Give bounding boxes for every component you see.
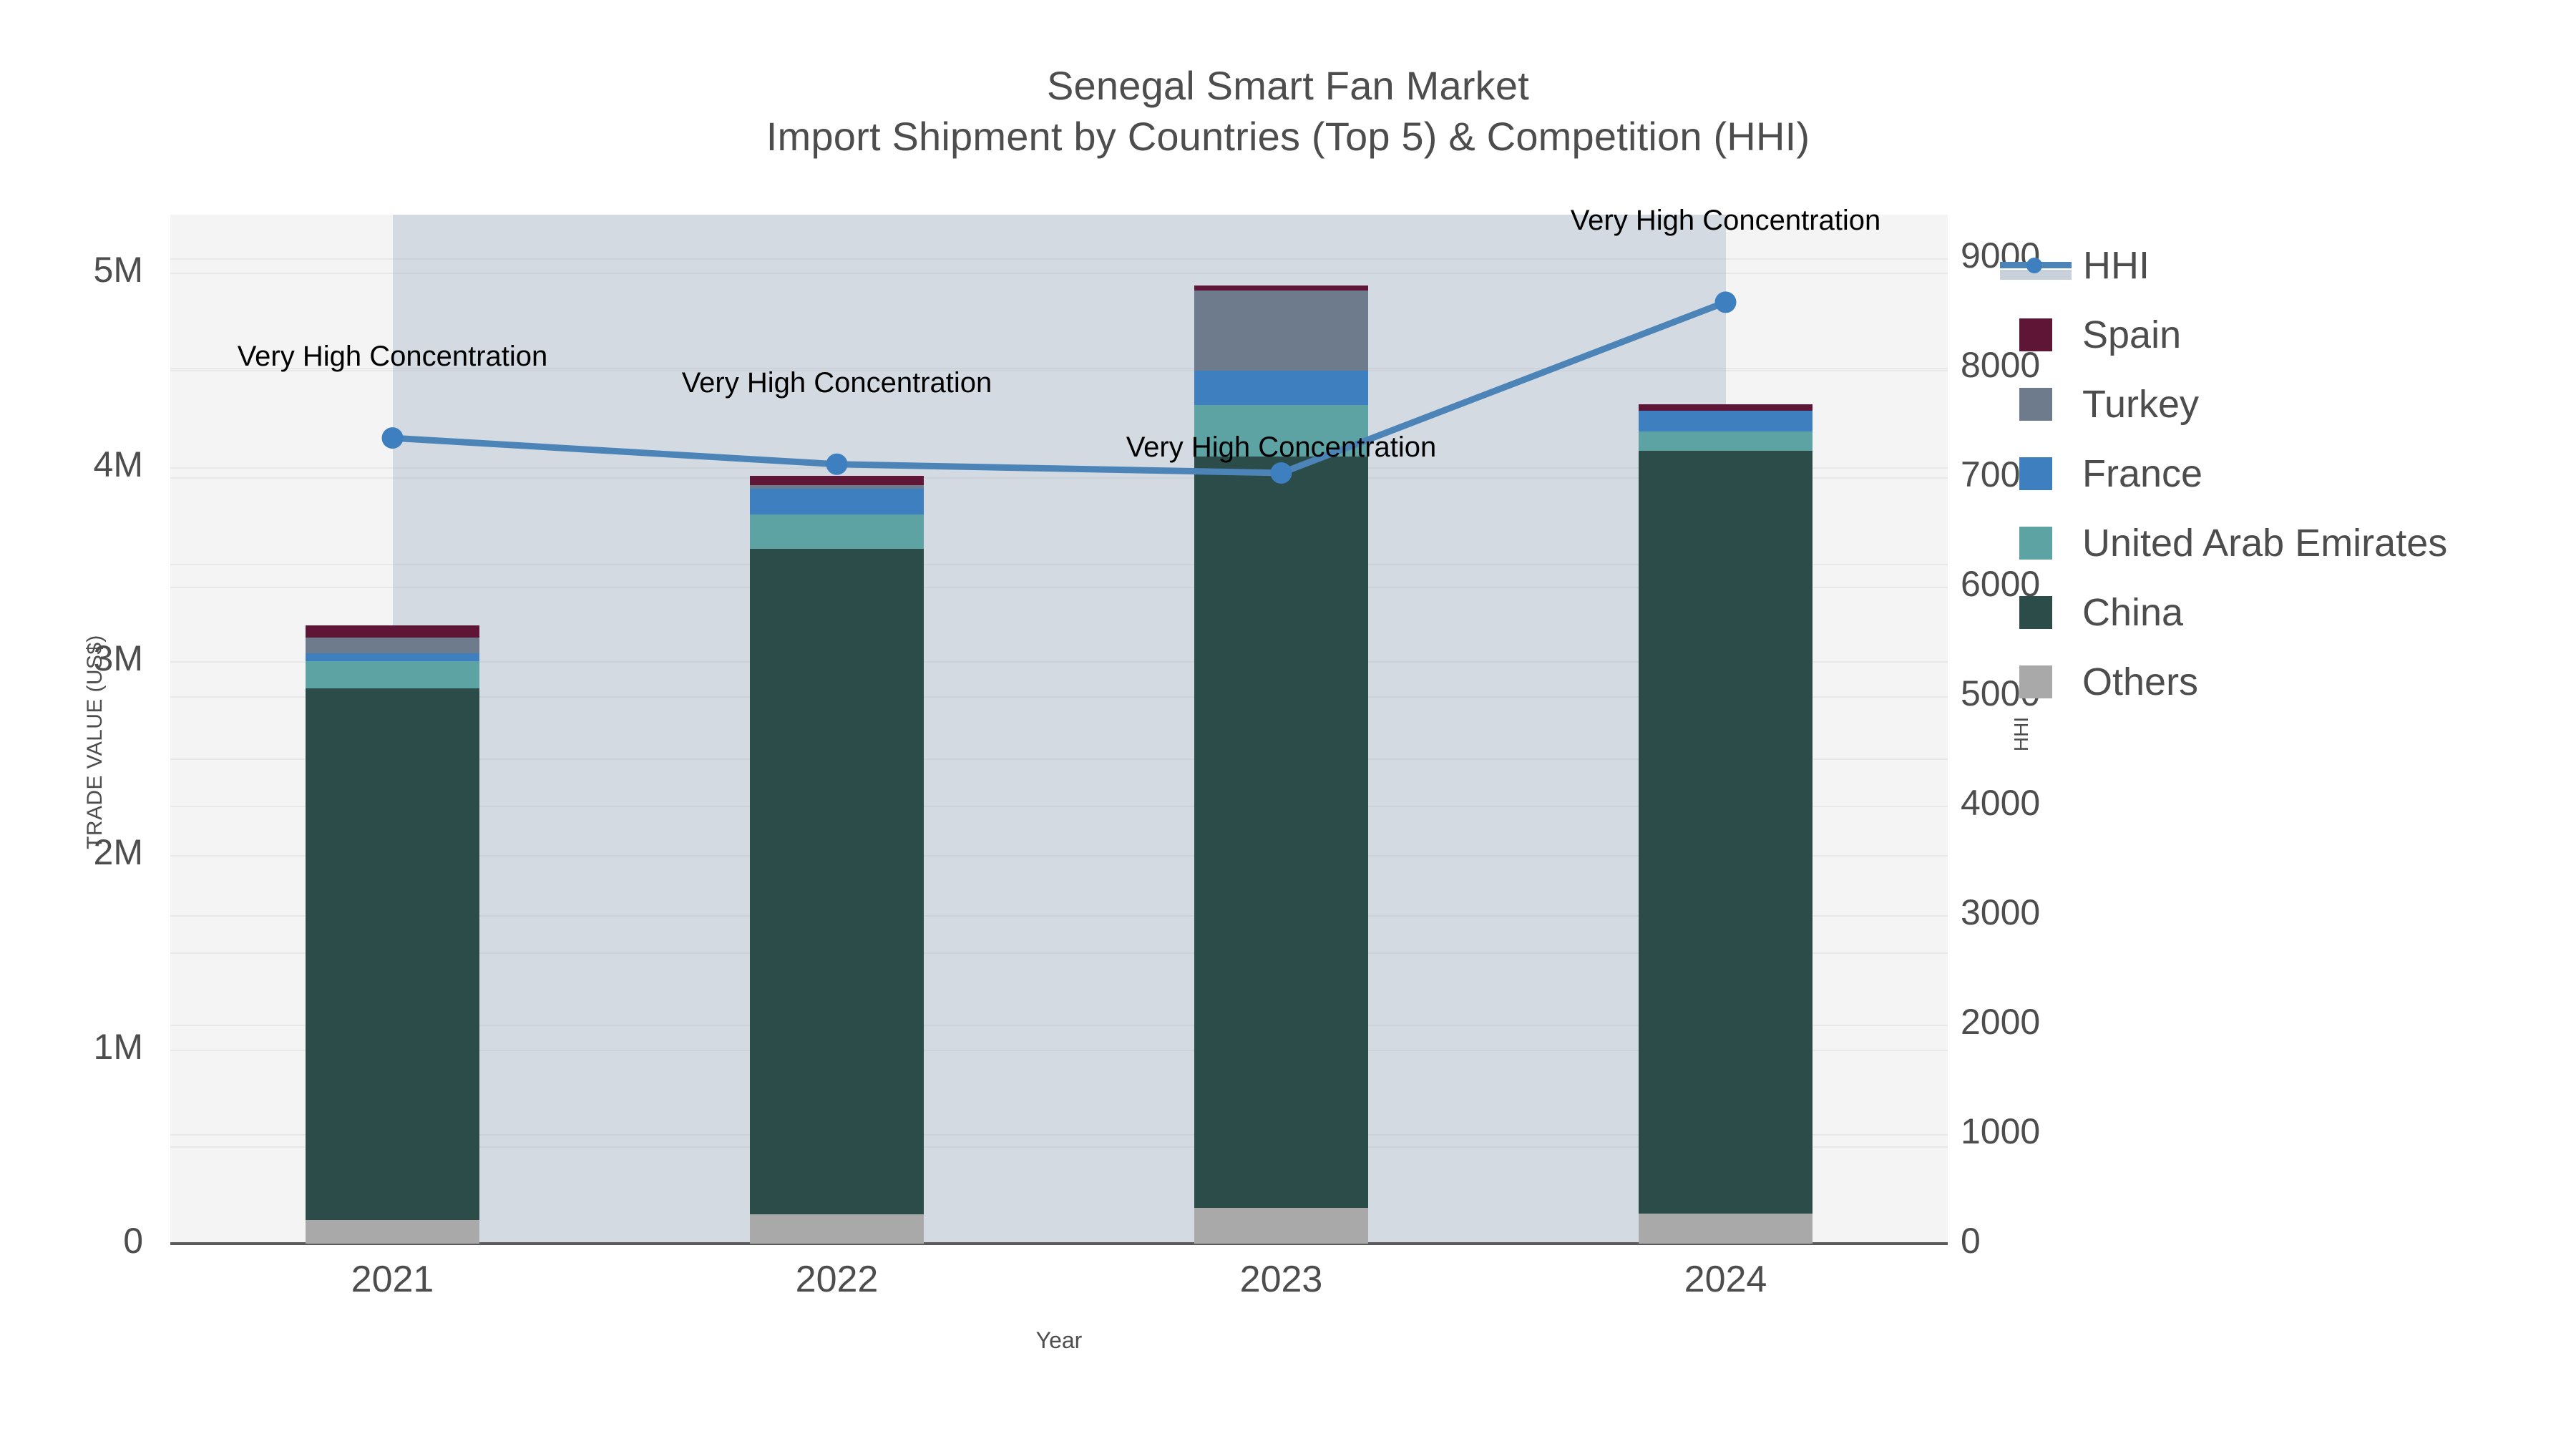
gridline-horizontal (170, 1049, 1948, 1051)
legend-item-others[interactable]: Others (2000, 647, 2544, 716)
bar-segment-united-arab-emirates[interactable] (750, 514, 924, 549)
bar-group-2022[interactable] (750, 215, 924, 1244)
gridline-horizontal (170, 1146, 1948, 1148)
legend: HHI Spain Turkey France United Arab Emirates… (2000, 230, 2544, 716)
gridline-horizontal (170, 952, 1948, 955)
chart-title-line-1: Senegal Smart Fan Market (1047, 63, 1529, 108)
y-axis-left-title: TRADE VALUE (US$) (83, 635, 107, 849)
legend-swatch-icon (2019, 387, 2052, 421)
legend-line-icon (2000, 249, 2072, 282)
x-axis-title: Year (1035, 1327, 1083, 1353)
legend-item-france[interactable]: France (2000, 439, 2544, 508)
bar-group-2024[interactable] (1639, 215, 1813, 1244)
bar-segment-spain[interactable] (1639, 404, 1813, 411)
legend-item-label: HHI (2083, 243, 2150, 287)
x-axis-tick-label-2024: 2024 (1684, 1259, 1767, 1300)
gridline-horizontal-secondary (170, 1025, 1948, 1027)
bar-segment-spain[interactable] (1194, 286, 1368, 291)
bar-segment-others[interactable] (1639, 1213, 1813, 1244)
bar-segment-france[interactable] (1639, 411, 1813, 431)
legend-item-label: Others (2082, 660, 2199, 703)
gridline-horizontal (170, 273, 1948, 275)
y-axis-left-tick-label: 0 (123, 1221, 143, 1261)
bar-segment-china[interactable] (750, 548, 924, 1215)
bar-segment-others[interactable] (306, 1220, 479, 1244)
gridline-horizontal (170, 855, 1948, 857)
legend-item-united-arab-emirates[interactable]: United Arab Emirates (2000, 508, 2544, 577)
y-axis-right-tick-label: 4000 (1961, 783, 2041, 824)
bar-segment-spain[interactable] (306, 625, 479, 638)
y-axis-right-tick-label: 1000 (1961, 1111, 2041, 1152)
legend-item-label: France (2082, 452, 2203, 495)
bar-segment-china[interactable] (1639, 450, 1813, 1214)
legend-swatch-icon (2019, 526, 2052, 560)
annotation-2022: Very High Concentration (681, 366, 992, 399)
annotation-2021: Very High Concentration (237, 341, 548, 373)
legend-item-label: China (2082, 590, 2184, 634)
legend-item-label: Spain (2082, 313, 2182, 356)
x-axis-spine (170, 1242, 1948, 1245)
bar-segment-france[interactable] (750, 488, 924, 515)
gridline-horizontal (170, 758, 1948, 760)
legend-swatch-icon (2019, 457, 2052, 490)
legend-swatch-icon (2019, 318, 2052, 351)
legend-item-label: United Arab Emirates (2082, 521, 2448, 565)
legend-swatch-icon (2019, 665, 2052, 698)
gridline-horizontal-secondary (170, 587, 1948, 589)
legend-backdrop (2091, 215, 2576, 716)
y-axis-right-tick-label: 0 (1961, 1221, 1981, 1261)
x-axis-tick-label-2022: 2022 (795, 1259, 879, 1300)
bar-segment-turkey[interactable] (750, 485, 924, 489)
legend-swatch-icon (2019, 595, 2052, 629)
bar-segment-united-arab-emirates[interactable] (1639, 431, 1813, 451)
legend-item-hhi[interactable]: HHI (2000, 230, 2544, 300)
chart-title-line-2: Import Shipment by Countries (Top 5) & C… (766, 113, 1810, 159)
legend-item-label: Turkey (2082, 382, 2200, 426)
gridline-horizontal-secondary (170, 696, 1948, 698)
x-axis-tick-label-2021: 2021 (351, 1259, 434, 1300)
y-axis-right-tick-label: 8000 (1961, 345, 2041, 386)
y-axis-left-tick-label: 2M (93, 832, 143, 873)
gridline-horizontal-secondary (170, 477, 1948, 479)
bar-segment-turkey[interactable] (306, 638, 479, 654)
bar-segment-others[interactable] (1194, 1207, 1368, 1244)
y-axis-right-tick-label: 2000 (1961, 1002, 2041, 1043)
bar-segment-spain[interactable] (750, 475, 924, 486)
bar-segment-others[interactable] (750, 1214, 924, 1244)
x-axis-tick-label-2023: 2023 (1239, 1259, 1323, 1300)
bar-segment-france[interactable] (306, 653, 479, 662)
y-axis-left-tick-label: 1M (93, 1026, 143, 1067)
bar-segment-china[interactable] (306, 688, 479, 1221)
bar-segment-united-arab-emirates[interactable] (306, 661, 479, 689)
legend-item-china[interactable]: China (2000, 577, 2544, 647)
legend-item-turkey[interactable]: Turkey (2000, 369, 2544, 439)
gridline-horizontal-secondary (170, 258, 1948, 260)
y-axis-right-tick-label: 3000 (1961, 892, 2041, 933)
y-axis-left-tick-label: 3M (93, 638, 143, 679)
gridline-horizontal-secondary (170, 915, 1948, 917)
gridline-horizontal (170, 661, 1948, 663)
gridline-horizontal-secondary (170, 1134, 1948, 1136)
bar-segment-china[interactable] (1194, 456, 1368, 1208)
y-axis-left-tick-label: 5M (93, 250, 143, 291)
legend-item-spain[interactable]: Spain (2000, 300, 2544, 369)
bar-group-2021[interactable] (306, 215, 479, 1244)
bar-group-2023[interactable] (1194, 215, 1368, 1244)
chart-title-block: Senegal Smart Fan Market Import Shipment… (0, 61, 2576, 162)
y-axis-left-tick-label: 4M (93, 444, 143, 484)
gridline-horizontal-secondary (170, 806, 1948, 808)
annotation-2023: Very High Concentration (1126, 431, 1437, 464)
bar-segment-turkey[interactable] (1194, 290, 1368, 371)
bar-segment-france[interactable] (1194, 371, 1368, 405)
gridline-horizontal (170, 564, 1948, 566)
annotation-2024: Very High Concentration (1570, 205, 1881, 237)
